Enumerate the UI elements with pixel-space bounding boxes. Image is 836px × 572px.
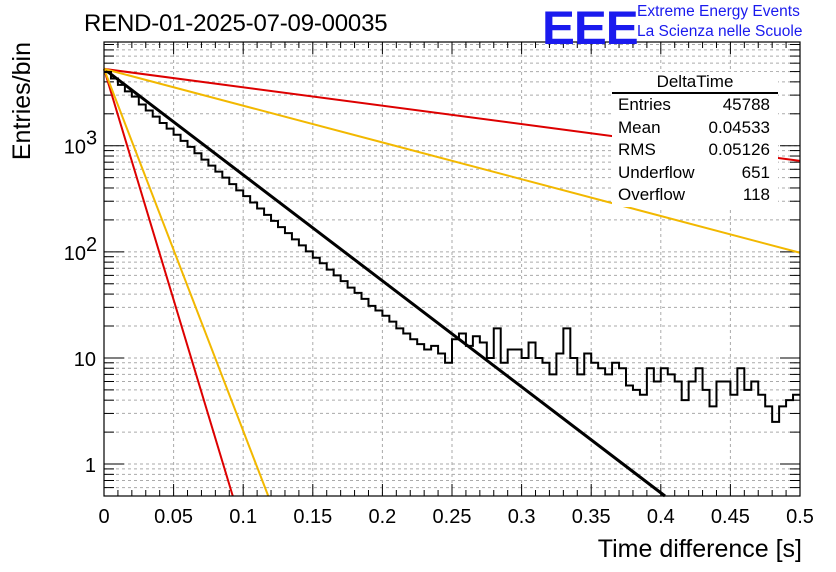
x-tick-label: 0 [98,506,109,528]
stats-row-overflow: Overflow 118 [612,184,778,207]
stats-box: DeltaTime Entries 45788 Mean 0.04533 RMS… [612,72,778,207]
plot-frame [103,41,801,497]
x-tick-label: 0.2 [368,506,396,528]
stats-value: 651 [741,162,770,182]
x-tick-label: 0.35 [572,506,611,528]
eee-logo: EEE [542,1,639,54]
y-tick-label: 1 [85,455,96,477]
x-tick-label: 0.05 [154,506,193,528]
stats-value: 118 [742,185,770,204]
y-tick-label: 10 [74,349,96,371]
x-tick-labels: 0 0.05 0.1 0.15 0.2 0.25 0.3 0.35 0.4 0.45 0.5 [98,506,813,528]
stats-value: 0.04533 [708,117,770,137]
stats-key: Underflow [618,162,695,182]
stats-value: 45788 [722,95,770,114]
logo-line-1: Extreme Energy Events [637,3,800,20]
histogram-layer [104,71,800,423]
x-tick-label: 0.5 [786,506,814,528]
stats-row-mean: Mean 0.04533 [612,117,778,140]
axis-ticks [103,42,801,497]
stats-row-underflow: Underflow 651 [612,162,778,185]
reference-line-2 [103,67,801,254]
stats-row-entries: Entries 45788 [612,94,778,117]
x-tick-label: 0.1 [229,506,257,528]
stats-title: DeltaTime [612,72,778,94]
x-tick-label: 0.15 [293,506,332,528]
y-tick-label: 10 [64,243,86,265]
stats-value: 0.05126 [708,140,770,159]
grid-lines [104,42,800,497]
x-axis-title: Time difference [s] [598,535,802,563]
y-tick-exponent: 3 [86,128,97,150]
stats-key: Entries [618,95,671,114]
stats-key: RMS [618,140,656,159]
y-tick-label: 10 [64,137,86,159]
page-title: REND-01-2025-07-09-00035 [84,10,388,37]
y-axis-title: Entries/bin [8,42,36,160]
reference-line-4 [103,68,270,497]
stats-key: Overflow [618,185,686,204]
y-tick-exponent: 2 [86,234,97,256]
histogram-steps [104,71,800,423]
stats-key: Mean [618,117,661,137]
stats-row-rms: RMS 0.05126 [612,139,778,162]
x-tick-label: 0.4 [647,506,675,528]
logo-line-2: La Scienza nelle Scuole [637,23,803,40]
x-tick-label: 0.25 [433,506,472,528]
x-tick-label: 0.45 [711,506,750,528]
fit-line [103,67,666,498]
reference-line-3 [103,68,234,497]
x-tick-label: 0.3 [508,506,536,528]
